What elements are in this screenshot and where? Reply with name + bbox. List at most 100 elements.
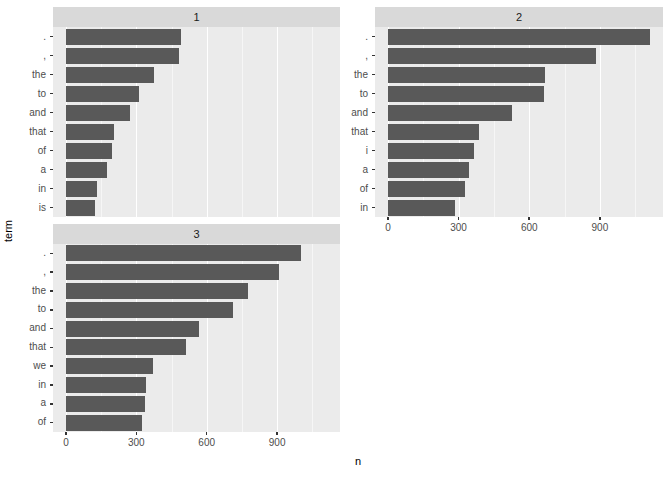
x-axis-tick <box>599 217 601 220</box>
x-tick-label: 600 <box>187 437 227 448</box>
bar <box>66 377 146 393</box>
y-axis-tick <box>50 36 53 38</box>
y-tick-label: that <box>334 122 368 141</box>
y-axis-tick <box>372 207 375 209</box>
x-axis-tick <box>206 432 208 435</box>
y-axis-tick <box>50 74 53 76</box>
y-tick-label: a <box>12 160 46 179</box>
bar <box>66 302 233 318</box>
y-axis-tick <box>50 253 53 255</box>
y-axis-tick <box>372 188 375 190</box>
grid-major-line <box>277 27 278 217</box>
x-axis-tick <box>458 217 460 220</box>
bar <box>66 181 97 197</box>
y-tick-label: in <box>12 179 46 198</box>
bar <box>66 283 248 299</box>
y-axis-tick <box>50 131 53 133</box>
bar <box>66 396 145 412</box>
y-tick-label: and <box>12 319 46 338</box>
y-axis-tick <box>372 131 375 133</box>
x-axis-tick <box>387 217 389 220</box>
grid-minor-line <box>312 27 313 217</box>
y-tick-label: a <box>12 394 46 413</box>
y-tick-label: . <box>334 27 368 46</box>
facet-strip-label: 2 <box>516 11 522 23</box>
y-axis-tick <box>50 93 53 95</box>
y-tick-label: that <box>12 338 46 357</box>
y-tick-label: . <box>12 244 46 263</box>
bar <box>66 358 153 374</box>
bar <box>388 29 650 45</box>
x-axis-tick <box>136 432 138 435</box>
bar <box>66 67 154 83</box>
y-tick-label: , <box>334 46 368 65</box>
y-tick-label: and <box>334 103 368 122</box>
bar <box>388 143 474 159</box>
grid-major-line <box>600 27 601 217</box>
bar <box>66 415 142 431</box>
y-axis-tick <box>50 112 53 114</box>
y-axis-tick <box>50 150 53 152</box>
y-axis-tick <box>372 93 375 95</box>
x-axis-tick <box>65 432 67 435</box>
y-axis-tick <box>50 365 53 367</box>
y-tick-label: to <box>334 84 368 103</box>
y-tick-label: the <box>334 65 368 84</box>
y-tick-label: of <box>12 141 46 160</box>
y-axis-tick <box>372 112 375 114</box>
y-tick-label: that <box>12 122 46 141</box>
facet-strip: 1 <box>53 7 340 27</box>
y-tick-label: in <box>12 376 46 395</box>
y-axis-tick <box>372 74 375 76</box>
bar <box>66 264 279 280</box>
x-tick-label: 900 <box>257 437 297 448</box>
x-axis-title: n <box>53 455 663 467</box>
facet-panel <box>53 27 340 217</box>
facet-strip-label: 1 <box>193 11 199 23</box>
bar <box>66 29 181 45</box>
bar <box>388 124 479 140</box>
bar <box>66 48 179 64</box>
y-tick-label: we <box>12 357 46 376</box>
y-axis-tick <box>50 403 53 405</box>
bar <box>388 200 455 216</box>
grid-minor-line <box>635 27 636 217</box>
y-axis-tick <box>372 169 375 171</box>
y-tick-label: , <box>12 46 46 65</box>
bar <box>66 245 301 261</box>
facet-strip: 2 <box>375 7 663 27</box>
y-axis-tick <box>50 309 53 311</box>
y-axis-tick <box>50 347 53 349</box>
y-axis-tick <box>50 169 53 171</box>
y-tick-label: the <box>12 282 46 301</box>
bar <box>66 143 112 159</box>
x-tick-label: 300 <box>439 222 479 233</box>
bar <box>388 162 469 178</box>
facet-panel <box>375 27 663 217</box>
facet-panel <box>53 244 340 432</box>
y-axis-tick <box>50 188 53 190</box>
bar <box>388 105 512 121</box>
x-tick-label: 0 <box>46 437 86 448</box>
y-axis-tick <box>372 55 375 57</box>
bar <box>66 321 200 337</box>
x-axis-tick <box>528 217 530 220</box>
grid-minor-line <box>242 27 243 217</box>
facet-strip: 3 <box>53 224 340 244</box>
y-axis-tick <box>50 290 53 292</box>
y-axis-tick <box>372 36 375 38</box>
bar <box>66 339 186 355</box>
bar <box>66 105 130 121</box>
y-tick-label: to <box>12 300 46 319</box>
y-axis-tick <box>50 55 53 57</box>
bar <box>66 86 139 102</box>
grid-minor-line <box>312 244 313 432</box>
bar <box>66 162 108 178</box>
y-tick-label: of <box>12 413 46 432</box>
x-tick-label: 300 <box>116 437 156 448</box>
y-tick-label: the <box>12 65 46 84</box>
bar <box>66 124 114 140</box>
y-axis-tick <box>50 328 53 330</box>
y-tick-label: in <box>334 198 368 217</box>
bar <box>388 86 544 102</box>
